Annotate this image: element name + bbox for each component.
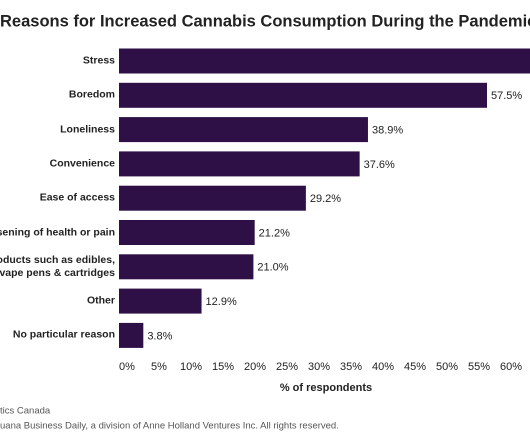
bar xyxy=(119,254,254,280)
source-note: tics Canada xyxy=(0,406,51,417)
value-label: 57.5% xyxy=(491,90,522,102)
x-tick-label: 15% xyxy=(212,361,234,373)
x-tick-label: 25% xyxy=(276,361,298,373)
value-label: 38.9% xyxy=(372,125,403,137)
x-tick-label: 5% xyxy=(151,361,167,373)
x-tick-label: 20% xyxy=(244,361,266,373)
value-label: 29.2% xyxy=(310,193,341,205)
value-label: 21.2% xyxy=(259,227,290,239)
value-label: 12.9% xyxy=(206,296,237,308)
category-label: Convenience xyxy=(49,157,115,170)
category-label: Other xyxy=(86,294,115,307)
bar xyxy=(119,117,368,143)
value-label: 21.0% xyxy=(257,262,288,274)
bar xyxy=(119,220,255,245)
x-tick-label: 60% xyxy=(500,361,522,373)
value-label: 3.8% xyxy=(147,330,172,342)
bar xyxy=(119,151,360,177)
category-label: Stress xyxy=(82,54,115,67)
bar xyxy=(119,288,202,314)
x-tick-label: 45% xyxy=(404,361,426,373)
value-label: 37.6% xyxy=(364,159,395,171)
copyright-note: uana Business Daily, a division of Anne … xyxy=(0,421,339,432)
x-tick-label: 40% xyxy=(372,361,394,373)
bar xyxy=(119,82,487,108)
chart-title: Reasons for Increased Cannabis Consumpti… xyxy=(0,12,530,30)
category-label: Loneliness xyxy=(60,123,115,136)
bar xyxy=(119,322,144,348)
category-label: orsening of health or pain xyxy=(0,226,115,238)
x-tick-label: 50% xyxy=(436,361,458,373)
x-tick-label: 30% xyxy=(308,361,330,373)
category-label: No particular reason xyxy=(12,328,115,341)
x-axis-label: % of respondents xyxy=(280,382,372,394)
x-tick-label: 55% xyxy=(468,361,490,373)
x-tick-label: 10% xyxy=(180,361,202,373)
bar xyxy=(119,48,530,74)
category-label: Boredom xyxy=(68,88,115,101)
category-label: products such as edibles, s, vape pens &… xyxy=(0,253,115,279)
x-tick-label: 35% xyxy=(340,361,362,373)
x-tick-label: 0% xyxy=(119,361,135,373)
category-label: Ease of access xyxy=(39,191,115,204)
bar xyxy=(119,185,306,211)
